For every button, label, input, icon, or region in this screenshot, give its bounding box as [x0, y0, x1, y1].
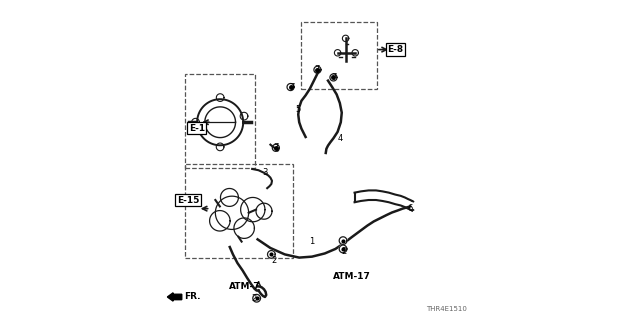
- Text: ATM-17: ATM-17: [333, 272, 371, 281]
- Text: 7: 7: [332, 73, 337, 82]
- Text: 1: 1: [309, 237, 315, 246]
- FancyArrow shape: [168, 293, 182, 301]
- Text: E-1: E-1: [189, 124, 205, 132]
- Circle shape: [339, 245, 347, 253]
- Text: 2: 2: [251, 294, 257, 303]
- Text: 5: 5: [296, 105, 301, 114]
- Circle shape: [339, 237, 347, 244]
- Text: 6: 6: [408, 204, 413, 213]
- Text: 2: 2: [271, 256, 276, 265]
- Text: THR4E1510: THR4E1510: [426, 306, 467, 312]
- Text: ATM-7: ATM-7: [229, 282, 260, 291]
- Text: 3: 3: [262, 168, 268, 177]
- Circle shape: [253, 294, 260, 302]
- Text: 7: 7: [289, 83, 294, 92]
- Text: 7: 7: [273, 143, 278, 152]
- Text: E-15: E-15: [177, 196, 199, 204]
- Text: 7: 7: [315, 65, 320, 74]
- Text: 2: 2: [341, 247, 347, 256]
- Text: E-8: E-8: [387, 45, 403, 54]
- Text: FR.: FR.: [184, 292, 200, 301]
- Text: 4: 4: [337, 134, 342, 143]
- Circle shape: [268, 251, 275, 258]
